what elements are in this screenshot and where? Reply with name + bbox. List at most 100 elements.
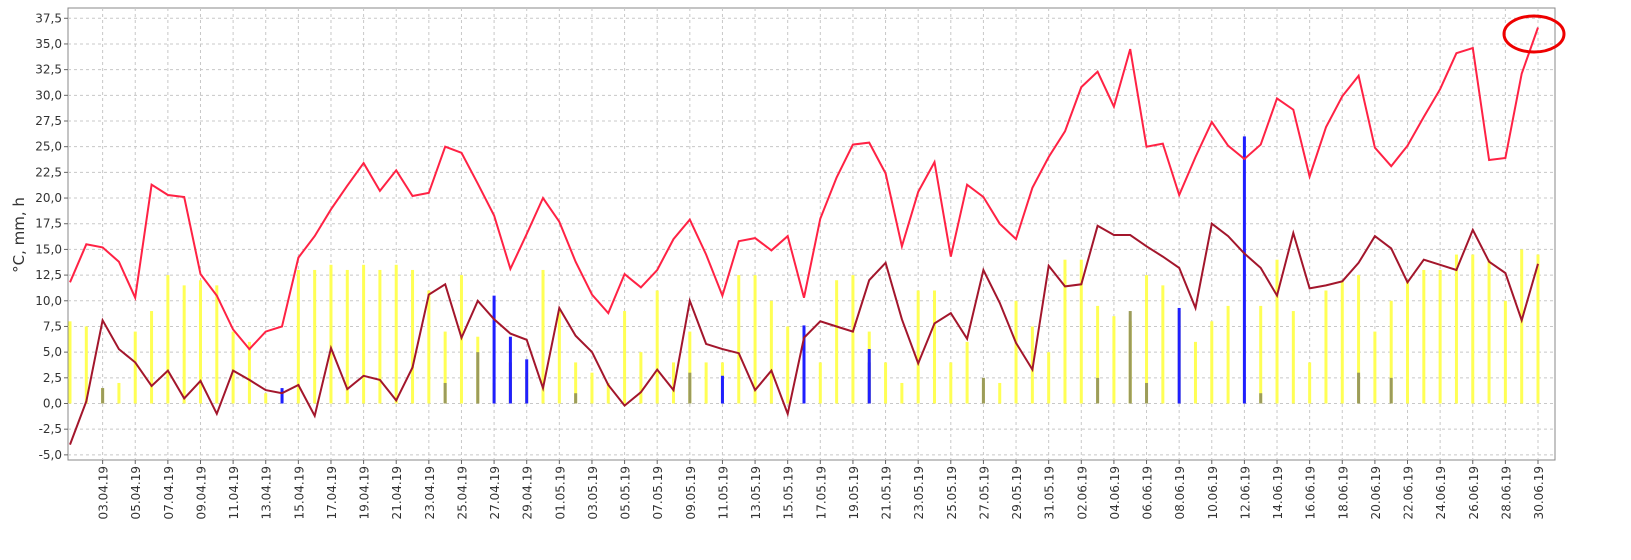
- bar: [851, 275, 855, 404]
- bar: [818, 362, 822, 404]
- bar: [443, 382, 447, 404]
- bar: [1454, 254, 1458, 404]
- bar: [1357, 275, 1361, 404]
- bar: [867, 349, 871, 404]
- x-tick-label: 17.05.19: [814, 466, 828, 519]
- bar: [1063, 259, 1067, 404]
- bar: [688, 331, 692, 404]
- y-tick-label: 5,0: [43, 345, 62, 359]
- x-tick-label: 27.05.19: [977, 466, 991, 519]
- bar: [1226, 305, 1230, 404]
- bar: [688, 372, 692, 404]
- bar: [1389, 377, 1393, 404]
- bar: [900, 382, 904, 404]
- y-axis-title: °C, mm, h: [10, 197, 28, 273]
- bar: [1259, 305, 1263, 404]
- bar: [508, 336, 512, 404]
- highlight-circle: [1502, 14, 1566, 54]
- bar: [1079, 259, 1083, 404]
- x-tick-label: 18.06.19: [1336, 466, 1350, 519]
- y-tick-label: 30,0: [35, 88, 62, 102]
- bar: [247, 341, 251, 404]
- bar: [101, 388, 105, 404]
- x-tick-label: 25.04.19: [455, 466, 469, 519]
- bar: [1096, 305, 1100, 404]
- bar: [998, 382, 1002, 404]
- y-tick-label: 15,0: [35, 242, 62, 256]
- bar: [590, 372, 594, 404]
- y-tick-label: 22,5: [35, 165, 62, 179]
- bar: [198, 280, 202, 404]
- bar: [1438, 269, 1442, 404]
- x-tick-label: 05.05.19: [619, 466, 633, 519]
- bar: [1193, 341, 1197, 404]
- bar: [1520, 249, 1524, 404]
- bar: [1112, 316, 1116, 404]
- bar: [427, 290, 431, 404]
- y-tick-label: 20,0: [35, 191, 62, 205]
- bar: [737, 275, 741, 404]
- x-tick-label: 06.06.19: [1141, 466, 1155, 519]
- bar: [117, 382, 121, 404]
- bar: [802, 325, 806, 404]
- x-tick-label: 23.04.19: [423, 466, 437, 519]
- y-tick-label: 25,0: [35, 140, 62, 154]
- y-tick-label: 7,5: [43, 319, 62, 333]
- bar: [916, 290, 920, 404]
- y-tick-label: -2,5: [39, 422, 62, 436]
- bar: [786, 326, 790, 404]
- x-tick-label: 07.04.19: [162, 466, 176, 519]
- bar: [215, 285, 219, 404]
- x-tick-label: 04.06.19: [1108, 466, 1122, 519]
- plot: -5,0 -2,5 0,0 2,5 5,0 7,5 10,0 12,5 15,0 17,5 20,0…: [35, 8, 1555, 519]
- bar: [231, 331, 235, 404]
- bar: [411, 269, 415, 404]
- x-tick-label: 10.06.19: [1206, 466, 1220, 519]
- bar: [1291, 311, 1295, 404]
- bar: [1536, 254, 1540, 404]
- x-tick-label: 09.05.19: [684, 466, 698, 519]
- bar: [541, 269, 545, 404]
- bar: [378, 269, 382, 404]
- x-tick-label: 09.04.19: [194, 466, 208, 519]
- x-tick-label: 19.05.19: [847, 466, 861, 519]
- bar: [1373, 331, 1377, 404]
- bar: [949, 362, 953, 404]
- x-tick-label: 22.06.19: [1402, 466, 1416, 519]
- bar: [1406, 280, 1410, 404]
- x-tick-label: 20.06.19: [1369, 466, 1383, 519]
- bar: [1422, 269, 1426, 404]
- bar: [835, 280, 839, 404]
- bar: [1177, 307, 1181, 404]
- line: [69, 27, 1539, 351]
- bar: [1161, 285, 1165, 404]
- x-tick-label: 29.04.19: [521, 466, 535, 519]
- y-tick-label: 10,0: [35, 294, 62, 308]
- bar: [1389, 300, 1393, 404]
- x-tick-label: 31.05.19: [1043, 466, 1057, 519]
- bar: [345, 269, 349, 404]
- x-tick-label: 01.05.19: [553, 466, 567, 519]
- x-tick-label: 24.06.19: [1434, 466, 1448, 519]
- bar: [1242, 136, 1246, 404]
- bar: [313, 269, 317, 404]
- bar: [1014, 300, 1018, 404]
- bar: [1357, 372, 1361, 404]
- x-tick-label: 23.05.19: [912, 466, 926, 519]
- bar: [329, 264, 333, 404]
- bar: [1145, 382, 1149, 404]
- x-tick-label: 15.04.19: [292, 466, 306, 519]
- x-tick-label: 25.05.19: [945, 466, 959, 519]
- bar: [166, 275, 170, 404]
- x-tick-label: 07.05.19: [651, 466, 665, 519]
- x-tick-label: 28.06.19: [1499, 466, 1513, 519]
- bar: [182, 285, 186, 404]
- x-tick-label: 30.06.19: [1532, 466, 1546, 519]
- bar: [720, 375, 724, 404]
- bar: [557, 311, 561, 404]
- bar: [84, 326, 88, 404]
- y-tick-label: 17,5: [35, 217, 62, 231]
- bar: [639, 352, 643, 404]
- x-tick-label: 02.06.19: [1075, 466, 1089, 519]
